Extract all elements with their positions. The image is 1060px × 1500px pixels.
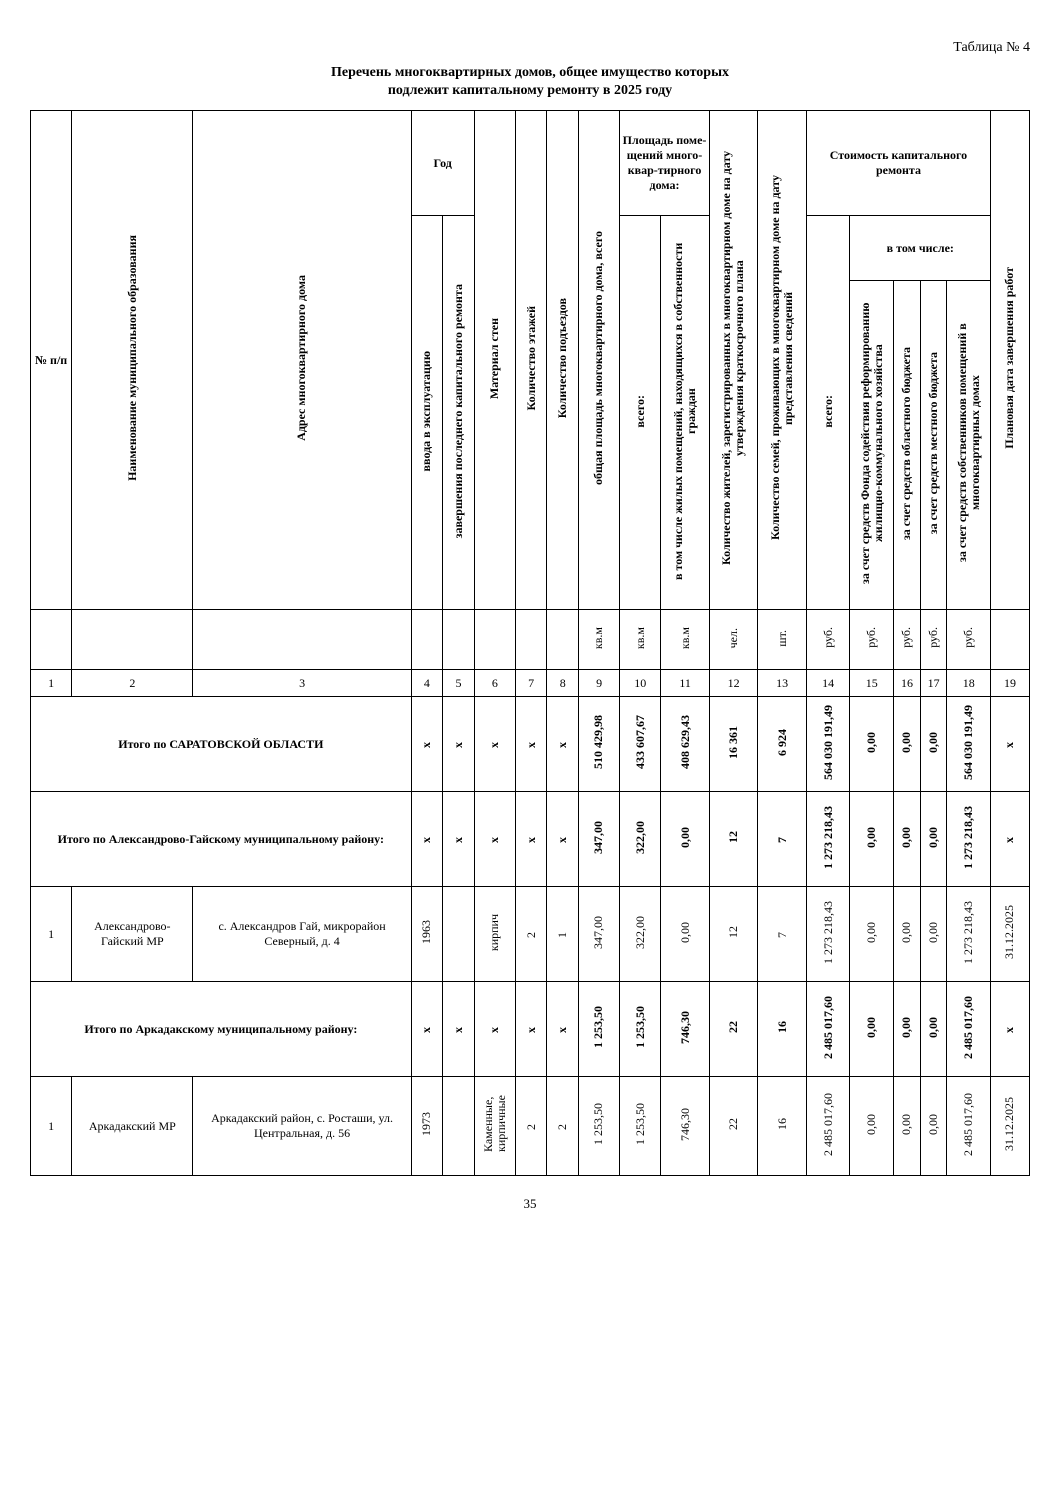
hdr-area-private: в том числе жилых помещений, находящихся… <box>661 216 709 610</box>
total-region-label: Итого по САРАТОВСКОЙ ОБЛАСТИ <box>31 697 412 792</box>
hdr-fund: за счет средств Фонда содействия реформи… <box>850 281 894 610</box>
hdr-material: Материал стен <box>474 111 515 610</box>
hdr-total-area: общая площадь многоквартирного дома, все… <box>578 111 619 610</box>
unit-17: руб. <box>927 627 940 648</box>
title-line-2: подлежит капитальному ремонту в 2025 год… <box>388 83 672 98</box>
column-number-row: 123 456 789 101112 131415 161718 19 <box>31 670 1030 697</box>
page-number: 35 <box>30 1196 1030 1212</box>
table-number-label: Таблица № 4 <box>30 40 1030 56</box>
alex-row-1: 1 Александрово-Гайский МР с. Александров… <box>31 887 1030 982</box>
total-alexandrovo-row: Итого по Александрово-Гайскому муниципал… <box>31 792 1030 887</box>
unit-16: руб. <box>900 627 913 648</box>
total-ark-label: Итого по Аркадакскому муниципальному рай… <box>31 982 412 1077</box>
hdr-address: Адрес многоквартирного дома <box>193 111 411 610</box>
title-line-1: Перечень многоквартирных домов, общее им… <box>331 65 729 80</box>
hdr-residents: Количество жителей, зарегистрированных в… <box>709 111 757 610</box>
header-row-1: № п/п Наименование муниципального образо… <box>31 111 1030 216</box>
unit-9: кв.м <box>592 627 605 649</box>
hdr-local: за счет средств местного бюджета <box>920 281 947 610</box>
hdr-area-total: всего: <box>620 216 661 610</box>
total-alex-label: Итого по Александрово-Гайскому муниципал… <box>31 792 412 887</box>
unit-13: шт. <box>776 630 789 647</box>
hdr-families: Количество семей, проживающих в многоква… <box>758 111 806 610</box>
document-title: Перечень многоквартирных домов, общее им… <box>30 64 1030 100</box>
unit-18: руб. <box>962 627 975 648</box>
hdr-owners: за счет средств собственников помещений … <box>947 281 991 610</box>
hdr-area-group: Площадь поме-щений много-квар-тирного до… <box>620 111 710 216</box>
unit-11: кв.м <box>679 627 692 649</box>
main-table: № п/п Наименование муниципального образо… <box>30 110 1030 1176</box>
hdr-num: № п/п <box>31 111 72 610</box>
hdr-including: в том числе: <box>850 216 991 281</box>
hdr-entrances: Количество подъездов <box>547 111 579 610</box>
total-arkadaksky-row: Итого по Аркадакскому муниципальному рай… <box>31 982 1030 1077</box>
total-region-row: Итого по САРАТОВСКОЙ ОБЛАСТИ x x x x x 5… <box>31 697 1030 792</box>
hdr-year-last-repair: завершения последнего капитального ремон… <box>443 216 475 610</box>
unit-12: чел. <box>727 628 740 648</box>
ark-row-1: 1 Аркадакский МР Аркадакский район, с. Р… <box>31 1077 1030 1176</box>
unit-10: кв.м <box>634 627 647 649</box>
hdr-year-commission: ввода в эксплуатацию <box>411 216 443 610</box>
hdr-regional: за счет средств областного бюджета <box>894 281 921 610</box>
hdr-floors: Количество этажей <box>515 111 547 610</box>
units-row: кв.м кв.м кв.м чел. шт. руб. руб. руб. р… <box>31 610 1030 670</box>
hdr-cost-total: всего: <box>806 216 850 610</box>
hdr-plan-date: Плановая дата завершения работ <box>991 111 1030 610</box>
hdr-year-group: Год <box>411 111 474 216</box>
unit-14: руб. <box>822 627 835 648</box>
unit-15: руб. <box>865 627 878 648</box>
hdr-cost-group: Стоимость капитального ремонта <box>806 111 990 216</box>
hdr-municipality: Наименование муниципального образования <box>72 111 193 610</box>
